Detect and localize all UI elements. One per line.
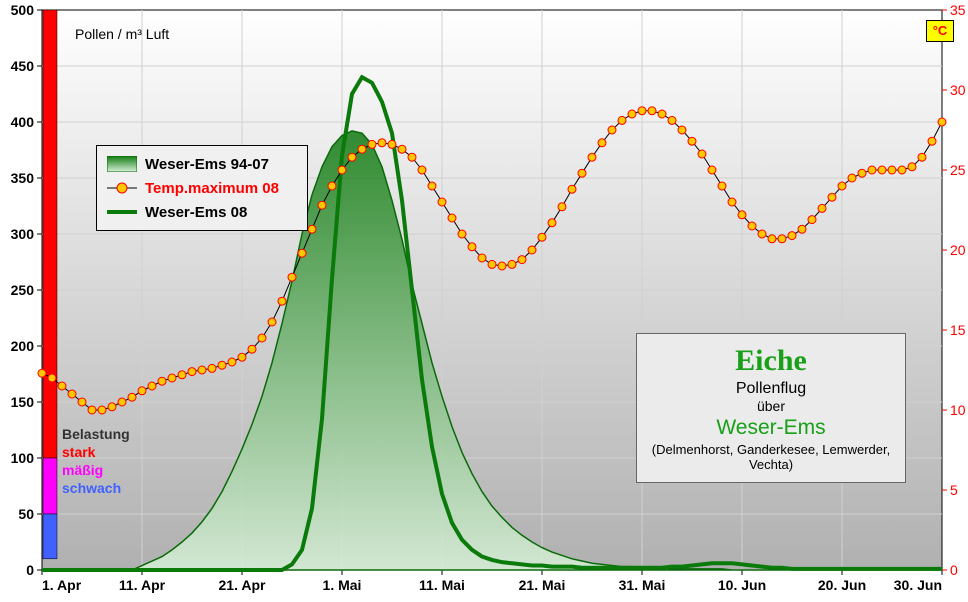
svg-text:1. Mai: 1. Mai — [323, 577, 362, 593]
svg-text:1. Apr: 1. Apr — [42, 577, 82, 593]
legend-swatch-line — [107, 204, 137, 220]
svg-text:10: 10 — [950, 402, 966, 418]
svg-text:30: 30 — [950, 82, 966, 98]
svg-text:31. Mai: 31. Mai — [619, 577, 666, 593]
svg-text:350: 350 — [11, 170, 35, 186]
legend-label: Temp.maximum 08 — [145, 180, 279, 197]
svg-text:200: 200 — [11, 338, 35, 354]
belastung-box: Belastung stark mäßig schwach — [62, 425, 130, 497]
info-detail: (Delmenhorst, Ganderkesee, Lemwerder, Ve… — [643, 442, 899, 472]
svg-text:21. Apr: 21. Apr — [219, 577, 266, 593]
svg-text:11. Apr: 11. Apr — [119, 577, 166, 593]
belastung-title: Belastung — [62, 425, 130, 443]
svg-text:20. Jun: 20. Jun — [818, 577, 866, 593]
pollen-chart: 0 50 100 150 200 250 300 350 400 450 500 0 5 10 15 20 25… — [0, 0, 968, 602]
belastung-maessig: mäßig — [62, 461, 130, 479]
svg-text:20: 20 — [950, 242, 966, 258]
legend-item: Weser-Ems 08 — [107, 200, 297, 224]
svg-text:50: 50 — [18, 506, 34, 522]
svg-text:0: 0 — [26, 562, 34, 578]
svg-text:250: 250 — [11, 282, 35, 298]
svg-text:450: 450 — [11, 58, 35, 74]
celsius-badge: °C — [926, 20, 954, 42]
belastung-stark: stark — [62, 443, 130, 461]
info-region: Weser-Ems — [643, 416, 899, 440]
svg-text:300: 300 — [11, 226, 35, 242]
legend-item: Weser-Ems 94-07 — [107, 152, 297, 176]
svg-text:500: 500 — [11, 2, 35, 18]
y-left-label: Pollen / m³ Luft — [75, 26, 169, 42]
svg-text:30. Jun: 30. Jun — [894, 577, 942, 593]
legend-item: Temp.maximum 08 — [107, 176, 297, 200]
info-sub2: über — [643, 398, 899, 414]
info-sub1: Pollenflug — [643, 380, 899, 398]
svg-text:5: 5 — [950, 482, 958, 498]
legend: Weser-Ems 94-07 Temp.maximum 08 Weser-Em… — [96, 145, 308, 231]
belastung-schwach: schwach — [62, 479, 130, 497]
svg-text:25: 25 — [950, 162, 966, 178]
svg-text:10. Jun: 10. Jun — [718, 577, 766, 593]
info-box: Eiche Pollenflug über Weser-Ems (Delmenh… — [636, 333, 906, 483]
svg-text:35: 35 — [950, 2, 966, 18]
legend-swatch-area — [107, 156, 137, 172]
legend-label: Weser-Ems 08 — [145, 204, 247, 221]
svg-text:0: 0 — [950, 562, 958, 578]
svg-text:11. Mai: 11. Mai — [419, 577, 465, 593]
legend-label: Weser-Ems 94-07 — [145, 156, 269, 173]
svg-text:21. Mai: 21. Mai — [519, 577, 566, 593]
info-title: Eiche — [643, 344, 899, 378]
svg-text:150: 150 — [11, 394, 35, 410]
svg-text:15: 15 — [950, 322, 966, 338]
svg-text:100: 100 — [11, 450, 35, 466]
svg-text:400: 400 — [11, 114, 35, 130]
legend-swatch-marker — [107, 180, 137, 196]
